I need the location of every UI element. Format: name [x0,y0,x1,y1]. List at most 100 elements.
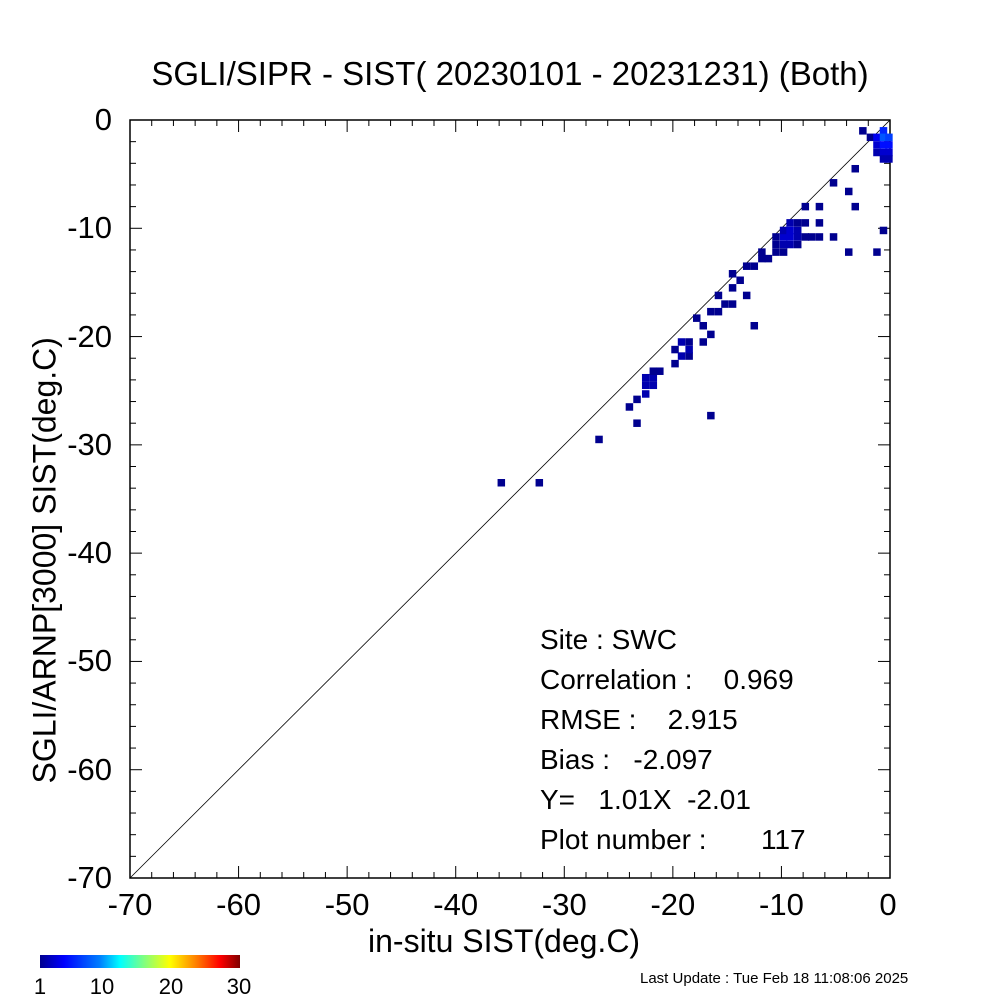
data-point [497,479,506,487]
data-point [873,248,881,256]
data-point [879,141,888,149]
data-point [873,133,881,142]
last-update-text: Last Update : Tue Feb 18 11:08:06 2025 [640,970,909,987]
data-point [786,240,794,249]
data-point [772,240,780,249]
data-point [649,367,658,375]
data-point [786,233,794,241]
data-point [879,127,888,135]
data-point [656,367,664,375]
data-point [793,233,802,241]
data-point [728,270,737,278]
data-point [535,479,544,487]
data-point [714,307,723,316]
x-tick-label: 0 [879,887,897,922]
data-point [879,148,888,157]
data-point [641,373,650,382]
data-point [649,381,658,390]
colorbar [40,955,240,968]
data-point [707,330,715,339]
data-point [641,390,650,398]
data-point [595,435,603,444]
stat-plot-number: Plot number : 117 [540,824,806,855]
data-point [779,240,788,249]
data-point [671,345,679,354]
data-point [829,233,838,241]
x-axis-label: in-situ SIST(deg.C) [368,923,641,959]
data-point [793,219,802,227]
data-point [801,202,810,211]
data-point [859,127,867,135]
y-tick-label: -70 [67,860,112,895]
data-point [844,187,853,196]
x-tick-label: -40 [433,887,479,922]
data-point [699,321,708,330]
data-point [685,345,693,354]
data-point [815,219,824,227]
data-point [808,233,816,241]
data-point [707,411,715,420]
x-tick-label: -20 [650,887,696,922]
data-point [779,233,788,241]
data-point [764,254,773,263]
x-tick-label: -50 [324,887,370,922]
y-tick-label: 0 [94,102,112,137]
data-point [671,359,679,368]
data-point [699,338,708,346]
data-point [685,338,693,346]
data-point [728,300,737,308]
y-tick-label: -40 [67,535,112,571]
data-point [801,219,810,227]
stat-rmse: RMSE : 2.915 [540,704,738,735]
data-point [685,352,693,360]
data-point [692,314,701,322]
chart-title: SGLI/SIPR - SIST( 20230101 - 20231231) (… [151,55,869,92]
data-point [641,381,650,390]
data-point [815,202,824,211]
stat-site: Site : SWC [540,624,677,655]
y-tick-label: -20 [67,318,112,354]
y-tick-label: -60 [67,751,112,787]
data-point [742,262,751,270]
y-tick-label: -30 [67,426,112,462]
data-point [786,226,794,235]
data-point [829,179,838,187]
data-point [736,276,744,285]
colorbar-tick-30: 30 [226,974,252,999]
data-point [779,226,788,235]
data-point [714,291,723,300]
data-point [793,226,802,235]
data-point [879,155,888,163]
data-point [772,248,780,256]
colorbar-tick-10: 10 [89,974,115,999]
data-point [742,291,751,300]
data-point [721,300,729,308]
data-point [815,233,824,241]
one-to-one-line [129,119,891,879]
x-tick-label: -30 [541,887,587,922]
y-tick-label: -50 [67,643,112,679]
data-point [851,202,860,211]
colorbar-tick-20: 20 [158,974,184,999]
data-point [851,164,860,173]
stat-bias: Bias : -2.097 [540,744,713,775]
data-point [873,141,881,149]
data-point [801,233,810,241]
data-point [677,352,686,360]
data-point [866,133,875,142]
x-tick-label: -10 [759,887,804,922]
data-point [758,254,766,263]
data-point [728,284,737,292]
data-point [750,321,759,330]
y-tick-label: -10 [67,210,112,246]
data-point [879,133,888,142]
stat-correlation: Correlation : 0.969 [540,664,794,695]
data-point [758,248,766,256]
stat-regression: Y= 1.01X -2.01 [540,784,751,815]
data-point [772,233,780,241]
colorbar-tick-1: 1 [33,974,47,999]
data-point [750,262,759,270]
data-point [625,403,634,411]
data-point [885,141,893,149]
